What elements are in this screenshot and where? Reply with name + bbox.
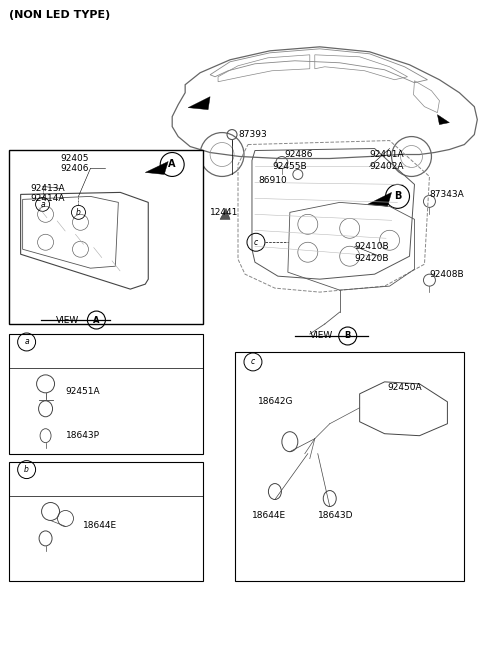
FancyBboxPatch shape [9, 461, 203, 581]
Text: VIEW: VIEW [310, 331, 333, 341]
FancyBboxPatch shape [9, 149, 203, 324]
Text: 18644E: 18644E [83, 521, 117, 530]
Text: 92413A: 92413A [31, 184, 65, 193]
Text: A: A [93, 315, 100, 325]
Text: 87343A: 87343A [430, 190, 464, 199]
Text: 92450A: 92450A [387, 383, 422, 392]
Text: c: c [254, 238, 258, 247]
Text: 86910: 86910 [258, 176, 287, 185]
Text: 18644E: 18644E [252, 511, 286, 520]
Text: 12441: 12441 [210, 208, 239, 217]
Text: 92486: 92486 [285, 150, 313, 159]
Text: 18643P: 18643P [65, 431, 99, 440]
Text: 92414A: 92414A [31, 194, 65, 203]
Text: 18642G: 18642G [258, 397, 293, 406]
Text: 18643D: 18643D [318, 511, 353, 520]
Text: A: A [168, 159, 176, 169]
Text: (NON LED TYPE): (NON LED TYPE) [9, 10, 110, 20]
Text: 92402A: 92402A [370, 162, 404, 171]
Text: b: b [24, 465, 29, 474]
Text: 92408B: 92408B [430, 270, 464, 279]
Text: 92401A: 92401A [370, 150, 404, 159]
Text: VIEW: VIEW [56, 315, 79, 325]
Polygon shape [188, 97, 210, 110]
Text: 92420B: 92420B [355, 254, 389, 263]
Text: b: b [76, 208, 81, 217]
Polygon shape [437, 115, 449, 125]
Text: a: a [24, 337, 29, 347]
Text: a: a [40, 200, 45, 209]
Text: 87393: 87393 [238, 130, 267, 139]
Text: c: c [251, 357, 255, 367]
FancyBboxPatch shape [9, 334, 203, 454]
Polygon shape [145, 161, 168, 175]
Text: 92410B: 92410B [355, 242, 389, 251]
Text: 92455B: 92455B [272, 162, 307, 171]
Text: 92406: 92406 [60, 164, 89, 173]
Text: 92405: 92405 [60, 154, 89, 163]
Text: 92451A: 92451A [65, 387, 100, 396]
Text: B: B [345, 331, 351, 341]
Polygon shape [220, 208, 230, 219]
Polygon shape [368, 193, 392, 207]
Text: B: B [394, 191, 401, 201]
FancyBboxPatch shape [235, 352, 464, 581]
